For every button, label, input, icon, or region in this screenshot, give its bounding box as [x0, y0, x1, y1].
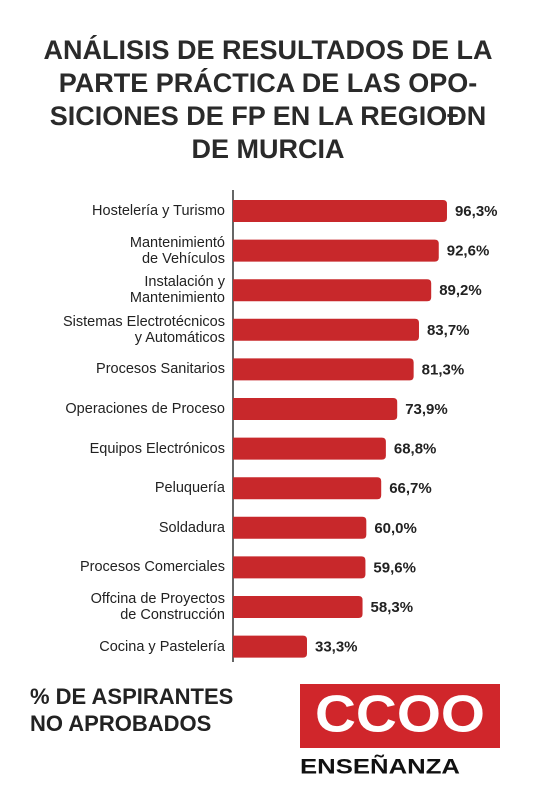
bar [232, 318, 419, 341]
chart-title: ANÁLISIS DE RESULTADOS DE LA [43, 34, 492, 65]
bar [233, 279, 432, 302]
value-label: 73,9% [405, 401, 448, 418]
category-label: Hostelería y Turismo [92, 203, 225, 219]
category-label: Cocina y Pastelería [99, 638, 225, 655]
bar [233, 556, 366, 579]
bar [233, 516, 367, 539]
value-label: 89,2% [439, 282, 482, 299]
footnote: % DE ASPIRANTES NO APROBADOS [30, 684, 234, 736]
bar [233, 635, 307, 658]
chart-title: DE MURCIA [192, 134, 345, 164]
category-label: Peluquería [154, 480, 225, 497]
bar [233, 398, 398, 420]
logo-box [300, 684, 500, 748]
category-label: Procesos Comerciales [79, 559, 225, 576]
bar [233, 239, 439, 262]
logo-name: ENSEÑANZA [300, 756, 460, 779]
bar [233, 596, 363, 618]
value-label: 60,0% [374, 520, 417, 537]
category-label: Soldadura [158, 519, 225, 536]
chart-title: SICIONES DE FP EN LA REGIOÐN [50, 101, 487, 131]
value-label: 58,3% [371, 599, 414, 616]
chart-title: PARTE PRÁCTICA DE LAS OPO- [59, 67, 478, 98]
category-label: Operaciones de Proceso [65, 401, 225, 417]
category-label: Offcina de Proyectos de Construcción [90, 591, 225, 623]
value-label: 33,3% [315, 639, 358, 656]
category-label: Mantenimientó de Vehículos [129, 234, 225, 267]
value-label: 96,3% [455, 203, 498, 220]
bar [233, 437, 386, 460]
value-label: 83,7% [427, 322, 470, 339]
bar [233, 358, 414, 381]
logo-mark: CCOO [315, 686, 485, 744]
category-label: Instalación y Mantenimiento [129, 274, 225, 307]
category-label: Equipos Electrónicos [89, 440, 225, 457]
bar [233, 477, 382, 500]
bar [233, 200, 447, 222]
category-label: Procesos Sanitarios [96, 361, 225, 378]
value-label: 68,8% [394, 441, 437, 458]
value-label: 92,6% [447, 243, 490, 260]
value-label: 66,7% [389, 480, 432, 497]
value-label: 59,6% [373, 559, 416, 576]
value-label: 81,3% [422, 361, 465, 378]
category-label: Sistemas Electrotécnicos y Automáticos [63, 313, 225, 346]
